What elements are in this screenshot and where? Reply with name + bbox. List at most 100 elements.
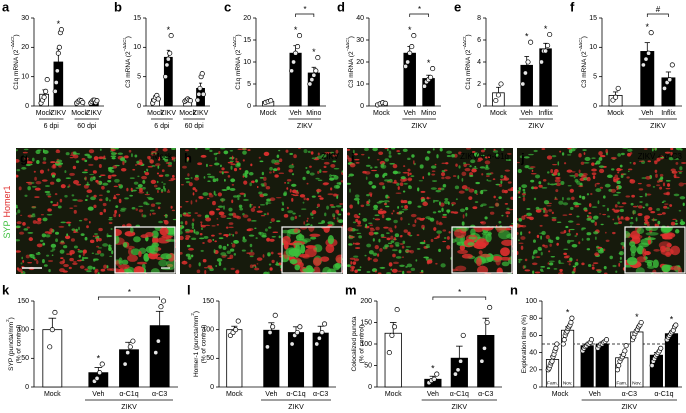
stain-blob bbox=[306, 217, 309, 220]
bracket-label: # bbox=[656, 5, 661, 14]
stain-blob bbox=[498, 183, 503, 188]
stain-blob bbox=[164, 213, 168, 219]
stain-blob bbox=[571, 171, 576, 173]
stain-blob bbox=[27, 231, 34, 234]
bracket-label: * bbox=[418, 5, 422, 14]
stain-blob bbox=[60, 184, 66, 189]
stain-blob bbox=[416, 248, 421, 250]
stain-blob bbox=[267, 212, 269, 216]
stain-blob bbox=[65, 152, 70, 156]
stain-blob bbox=[127, 254, 138, 262]
data-point bbox=[164, 62, 170, 68]
stain-blob bbox=[136, 160, 140, 164]
stain-blob bbox=[55, 149, 61, 154]
stain-blob bbox=[321, 153, 327, 158]
stain-blob bbox=[366, 270, 371, 274]
stain-blob bbox=[520, 236, 526, 240]
stain-blob bbox=[204, 269, 207, 274]
stain-blob bbox=[618, 221, 623, 225]
data-point bbox=[411, 33, 417, 39]
stain-blob bbox=[229, 150, 234, 152]
category-label: Mock bbox=[226, 391, 243, 398]
stain-blob bbox=[551, 216, 557, 219]
y-tick-label: 20 bbox=[243, 15, 251, 22]
stain-blob bbox=[74, 153, 81, 155]
stain-blob bbox=[675, 161, 679, 165]
stain-blob bbox=[298, 233, 303, 239]
stain-blob bbox=[42, 217, 48, 222]
y-axis-label: Homer-1 (puncta/mm2) bbox=[190, 311, 200, 377]
stain-blob bbox=[348, 243, 353, 246]
stain-blob bbox=[418, 180, 424, 182]
stain-blob bbox=[638, 160, 645, 162]
stain-blob bbox=[156, 172, 160, 175]
stain-blob bbox=[474, 201, 479, 204]
stain-blob bbox=[355, 229, 359, 231]
stain-blob bbox=[520, 245, 524, 250]
stain-blob bbox=[98, 156, 104, 159]
data-point bbox=[614, 367, 621, 373]
stain-blob bbox=[446, 209, 451, 213]
stain-blob bbox=[679, 196, 686, 200]
data-point bbox=[616, 362, 622, 369]
stain-blob bbox=[616, 180, 621, 185]
stain-blob bbox=[144, 193, 150, 196]
stain-blob bbox=[305, 245, 316, 249]
stain-blob bbox=[118, 268, 125, 273]
stain-blob bbox=[219, 198, 226, 202]
stain-blob bbox=[397, 186, 400, 190]
stain-blob bbox=[84, 198, 88, 201]
stain-blob bbox=[435, 262, 438, 265]
stain-blob bbox=[155, 163, 161, 167]
stain-blob bbox=[356, 225, 362, 227]
stain-blob bbox=[41, 259, 45, 264]
data-point bbox=[319, 329, 325, 336]
bar bbox=[196, 88, 205, 107]
stain-blob bbox=[414, 219, 417, 224]
stain-blob bbox=[506, 207, 510, 210]
y-tick-label: 40 bbox=[529, 349, 537, 356]
stain-blob bbox=[223, 205, 225, 210]
stain-blob bbox=[235, 160, 239, 163]
stain-blob bbox=[247, 149, 251, 152]
stain-blob bbox=[495, 256, 501, 266]
data-point bbox=[55, 50, 61, 56]
stain-blob bbox=[670, 151, 673, 156]
stain-blob bbox=[231, 155, 234, 160]
stain-blob bbox=[461, 185, 468, 190]
stain-blob bbox=[419, 241, 426, 245]
stain-blob bbox=[387, 242, 393, 245]
stain-blob bbox=[535, 206, 540, 210]
stain-blob bbox=[518, 186, 522, 191]
stain-blob bbox=[571, 243, 578, 248]
stain-blob bbox=[138, 250, 142, 258]
stain-blob bbox=[389, 244, 394, 248]
stain-blob bbox=[441, 176, 445, 180]
stain-blob bbox=[65, 177, 71, 180]
stain-blob bbox=[21, 256, 24, 260]
stain-blob bbox=[610, 188, 617, 193]
stain-blob bbox=[551, 218, 557, 222]
data-point bbox=[53, 79, 59, 86]
panel-letter: e bbox=[454, 0, 461, 14]
stain-blob bbox=[46, 193, 52, 196]
stain-blob bbox=[599, 168, 605, 174]
stain-blob bbox=[635, 267, 645, 273]
stain-blob bbox=[365, 176, 368, 180]
stain-blob bbox=[17, 268, 23, 273]
stain-blob bbox=[658, 180, 664, 182]
stain-blob bbox=[548, 250, 551, 253]
stain-blob bbox=[355, 162, 360, 164]
stain-blob bbox=[643, 221, 650, 224]
category-label: Veh bbox=[265, 391, 277, 398]
stain-blob bbox=[167, 164, 173, 167]
stain-blob bbox=[267, 253, 270, 257]
stain-blob bbox=[250, 207, 256, 212]
stain-blob bbox=[341, 170, 343, 173]
stain-blob bbox=[260, 183, 265, 186]
group-label: 60 dpi bbox=[77, 123, 97, 130]
stain-blob bbox=[263, 213, 267, 216]
stain-blob bbox=[443, 169, 448, 172]
stain-blob bbox=[203, 266, 208, 269]
stain-blob bbox=[561, 152, 565, 156]
